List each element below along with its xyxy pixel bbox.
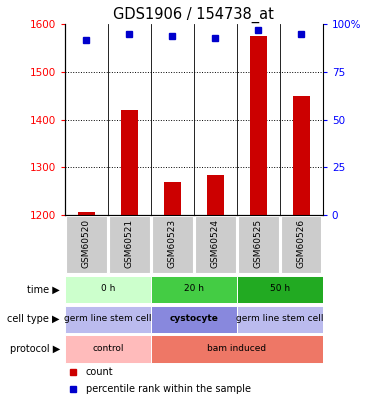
Bar [66,216,106,273]
Bar [152,216,193,273]
Bar [151,276,237,303]
Bar [65,276,151,303]
Bar [109,216,150,273]
Bar [65,306,151,333]
Text: percentile rank within the sample: percentile rank within the sample [86,384,250,394]
Bar [151,335,323,363]
Bar [164,182,181,215]
Text: cystocyte: cystocyte [170,314,218,323]
Text: GSM60523: GSM60523 [168,219,177,268]
Text: bam induced: bam induced [207,344,266,353]
Bar [207,175,224,215]
Bar [250,36,267,215]
Text: 0 h: 0 h [101,284,115,294]
Bar [121,110,138,215]
Text: GSM60525: GSM60525 [254,219,263,268]
Bar [293,96,310,215]
Bar [237,306,323,333]
Text: 20 h: 20 h [184,284,204,294]
Text: control: control [92,344,124,353]
Bar [78,212,95,215]
Bar [238,216,279,273]
Bar [195,216,236,273]
Text: GSM60520: GSM60520 [82,219,91,268]
Bar [237,276,323,303]
Title: GDS1906 / 154738_at: GDS1906 / 154738_at [114,7,274,23]
Text: 50 h: 50 h [270,284,290,294]
Text: time ▶: time ▶ [27,285,60,294]
Bar [151,306,237,333]
Text: germ line stem cell: germ line stem cell [236,314,324,323]
Text: count: count [86,367,113,377]
Bar [281,216,322,273]
Bar [65,335,151,363]
Text: germ line stem cell: germ line stem cell [64,314,152,323]
Text: protocol ▶: protocol ▶ [10,344,60,354]
Text: GSM60521: GSM60521 [125,219,134,268]
Text: cell type ▶: cell type ▶ [7,314,60,324]
Text: GSM60526: GSM60526 [297,219,306,268]
Text: GSM60524: GSM60524 [211,219,220,268]
